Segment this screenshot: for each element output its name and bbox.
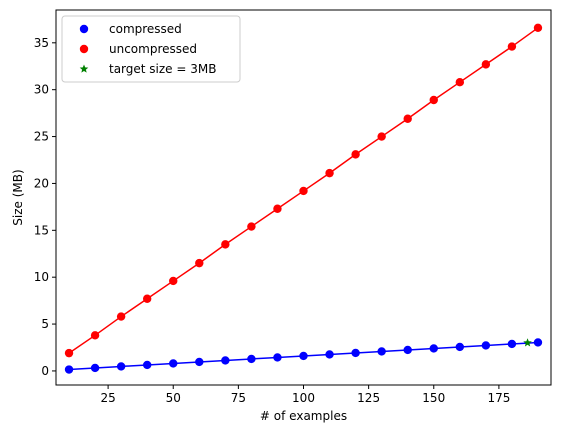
x-tick-label: 125 xyxy=(357,391,380,405)
legend-label-compressed: compressed xyxy=(109,22,182,36)
uncompressed-point xyxy=(533,23,543,33)
x-tick-label: 25 xyxy=(100,391,115,405)
y-tick-label: 0 xyxy=(41,364,49,378)
uncompressed-point xyxy=(142,294,152,303)
uncompressed-point xyxy=(429,95,438,105)
legend-marker-uncompressed xyxy=(79,44,89,54)
compressed-point xyxy=(221,356,230,365)
y-tick-label: 5 xyxy=(41,317,49,331)
x-tick-label: 150 xyxy=(422,391,445,405)
y-tick-label: 10 xyxy=(34,270,49,284)
uncompressed-point xyxy=(377,132,386,141)
compressed-point xyxy=(481,341,491,350)
uncompressed-point xyxy=(247,222,256,231)
compressed-point xyxy=(533,338,543,347)
compressed-point xyxy=(429,344,438,353)
uncompressed-point xyxy=(90,331,100,340)
legend-label-uncompressed: uncompressed xyxy=(109,42,197,56)
y-tick-label: 20 xyxy=(34,176,49,190)
uncompressed-point xyxy=(325,168,334,178)
legend-marker-target-size-3mb xyxy=(79,64,89,73)
uncompressed-point xyxy=(351,150,360,159)
x-axis-label: # of examples xyxy=(260,409,347,423)
compressed-point xyxy=(507,339,517,349)
legend: compressed uncompressed target size = 3MB xyxy=(61,15,241,83)
compressed-point xyxy=(90,363,100,373)
uncompressed-point xyxy=(403,114,412,123)
y-tick-label: 30 xyxy=(34,83,49,97)
uncompressed-point xyxy=(299,186,308,196)
y-tick-label: 35 xyxy=(34,36,49,50)
uncompressed-point xyxy=(64,348,74,358)
compressed-point xyxy=(195,357,204,367)
uncompressed-point xyxy=(507,42,517,51)
target-size-3mb-point xyxy=(523,338,532,347)
compressed-point xyxy=(403,345,412,355)
legend-label-target-size-3mb: target size = 3MB xyxy=(109,62,216,76)
compressed-point xyxy=(299,351,308,361)
y-tick-label: 15 xyxy=(34,223,49,237)
compressed-point xyxy=(64,365,74,374)
x-tick-label: 75 xyxy=(231,391,246,405)
compressed-point xyxy=(273,353,282,362)
x-tick-label: 100 xyxy=(292,391,315,405)
compressed-point xyxy=(325,350,334,359)
y-axis-label: Size (MB) xyxy=(11,169,25,225)
uncompressed-point xyxy=(273,204,282,213)
y-tick-label: 25 xyxy=(34,130,49,144)
uncompressed-point xyxy=(116,312,126,321)
legend-box xyxy=(61,15,241,83)
uncompressed-point xyxy=(221,240,230,249)
axes-layer: 25 50 75 100 125 150 175 0 5 10 15 20 25 30 35 xyxy=(34,36,511,405)
uncompressed-point xyxy=(195,258,204,268)
compressed-point xyxy=(142,360,152,370)
uncompressed-point xyxy=(169,276,178,286)
compressed-point xyxy=(116,362,126,371)
compressed-point xyxy=(377,347,386,356)
uncompressed-point xyxy=(481,60,491,69)
compressed-point xyxy=(351,348,360,358)
x-tick-label: 175 xyxy=(487,391,510,405)
compressed-point xyxy=(169,359,178,368)
legend-marker-compressed xyxy=(79,24,89,34)
compressed-point xyxy=(247,354,256,364)
plot-layer xyxy=(64,23,543,374)
compressed-point xyxy=(455,342,465,352)
x-tick-label: 50 xyxy=(166,391,181,405)
uncompressed-point xyxy=(455,77,465,87)
